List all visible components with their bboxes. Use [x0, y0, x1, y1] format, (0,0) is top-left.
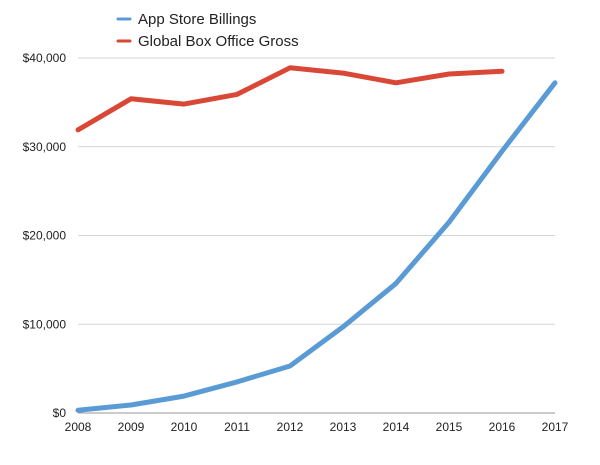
x-tick-label: 2013 [330, 420, 357, 434]
x-tick-label: 2008 [65, 420, 92, 434]
y-tick-label: $30,000 [23, 140, 67, 154]
tick-label-layer: $0 $10,000 $20,000 $30,000 $40,000 2008 2009 20… [23, 51, 569, 434]
x-tick-label: 2012 [277, 420, 304, 434]
x-tick-label: 2010 [171, 420, 198, 434]
legend-label: Global Box Office Gross [138, 33, 299, 50]
grid-layer [78, 57, 555, 325]
series-line-app-store-billings [75, 80, 558, 413]
y-tick-label: $40,000 [23, 51, 67, 65]
y-tick-label: $20,000 [23, 229, 67, 243]
x-tick-label: 2009 [118, 420, 145, 434]
x-tick-label: 2011 [224, 420, 250, 434]
x-tick-label: 2017 [542, 420, 569, 434]
legend: App Store Billings Global Box Office Gros… [116, 11, 299, 50]
series-layer [75, 65, 558, 413]
series-line-global-box-office-gross [75, 65, 505, 133]
x-tick-label: 2014 [383, 420, 410, 434]
x-tick-label: 2015 [436, 420, 463, 434]
y-tick-label: $10,000 [23, 317, 67, 331]
legend-label: App Store Billings [138, 11, 256, 28]
x-tick-label: 2016 [489, 420, 516, 434]
y-tick-label: $0 [53, 406, 67, 420]
